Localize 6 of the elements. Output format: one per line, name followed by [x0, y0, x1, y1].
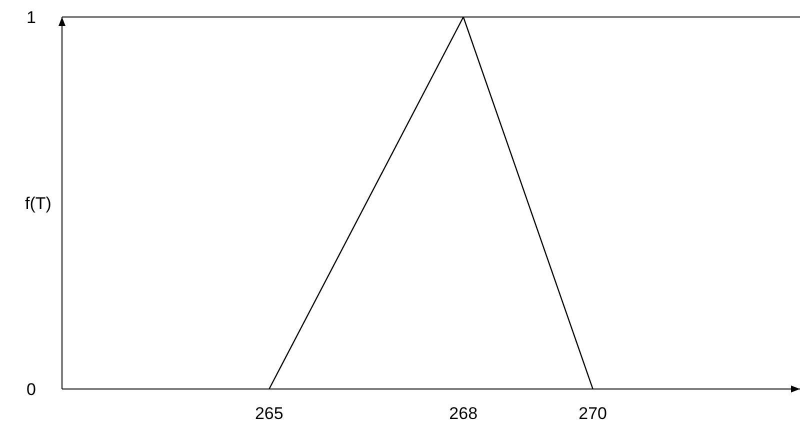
y-axis-title: f(T)	[25, 194, 52, 214]
y-tick-label: 0	[26, 380, 36, 400]
x-tick-label: 268	[449, 404, 478, 424]
x-tick-label: 270	[578, 404, 608, 424]
y-tick-label: 1	[26, 8, 36, 28]
x-tick-label: 265	[254, 404, 284, 424]
